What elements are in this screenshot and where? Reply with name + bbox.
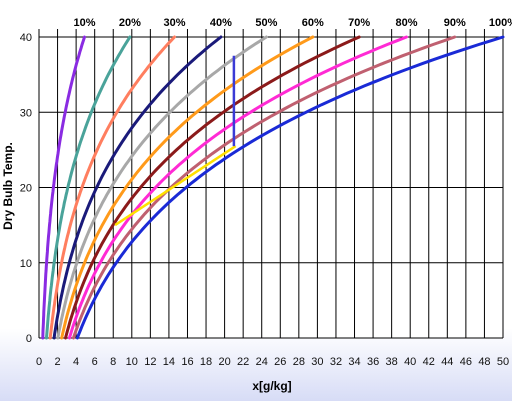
chart-series-group <box>41 35 505 340</box>
y-tick-label: 40 <box>20 32 32 44</box>
series-label: 80% <box>395 17 417 29</box>
x-tick-label: 28 <box>293 356 305 368</box>
x-axis-ticks: 0 2 4 6 8 10 12 14 16 18 20 22 24 26 28 30 32 34 36 38 40 42 4… <box>36 356 509 368</box>
x-tick-label: 38 <box>386 356 398 368</box>
series-line <box>67 35 408 340</box>
y-tick-label: 10 <box>20 258 32 270</box>
y-axis-ticks: 0 10 20 30 40 <box>20 32 32 345</box>
x-tick-label: 42 <box>423 356 435 368</box>
x-tick-label: 36 <box>367 356 379 368</box>
series-labels: 10% 20% 30% 40% 50% 60% 70% 80% 90% 100% <box>73 17 512 29</box>
x-tick-label: 0 <box>36 356 42 368</box>
x-tick-label: 40 <box>404 356 416 368</box>
series-line <box>60 35 315 340</box>
x-tick-label: 34 <box>348 356 360 368</box>
x-tick-label: 12 <box>144 356 156 368</box>
series-label: 70% <box>348 17 370 29</box>
x-tick-label: 26 <box>274 356 286 368</box>
x-tick-label: 46 <box>460 356 472 368</box>
x-tick-label: 18 <box>200 356 212 368</box>
series-label: 20% <box>119 17 141 29</box>
x-tick-label: 2 <box>54 356 60 368</box>
series-label: 60% <box>302 17 324 29</box>
x-tick-label: 32 <box>330 356 342 368</box>
annotation-line <box>114 145 237 227</box>
series-line <box>45 35 132 340</box>
chart-annotations <box>114 55 237 227</box>
series-label: 40% <box>210 17 232 29</box>
series-line <box>56 35 268 340</box>
x-tick-label: 50 <box>497 356 509 368</box>
series-line <box>52 35 223 340</box>
x-tick-label: 6 <box>92 356 98 368</box>
series-line <box>48 35 176 340</box>
x-tick-label: 48 <box>478 356 490 368</box>
series-label: 50% <box>255 17 277 29</box>
x-tick-label: 14 <box>163 356 175 368</box>
x-tick-label: 24 <box>256 356 268 368</box>
series-line <box>64 35 361 340</box>
y-tick-label: 0 <box>26 333 32 345</box>
chart-grid <box>38 29 504 339</box>
x-tick-label: 10 <box>126 356 138 368</box>
x-tick-label: 8 <box>110 356 116 368</box>
x-tick-label: 30 <box>311 356 323 368</box>
series-line <box>75 35 505 340</box>
x-tick-label: 16 <box>181 356 193 368</box>
series-label: 90% <box>444 17 466 29</box>
series-line <box>41 35 86 340</box>
x-tick-label: 22 <box>237 356 249 368</box>
series-label: 100% <box>489 17 512 29</box>
x-tick-label: 4 <box>73 356 79 368</box>
x-tick-label: 44 <box>441 356 453 368</box>
y-axis-label: Dry Bulb Temp. <box>1 142 15 230</box>
series-label: 30% <box>163 17 185 29</box>
y-tick-label: 20 <box>20 183 32 195</box>
x-axis-label: x[g/kg] <box>252 379 291 393</box>
series-label: 10% <box>73 17 95 29</box>
x-tick-label: 20 <box>218 356 230 368</box>
y-tick-label: 30 <box>20 107 32 119</box>
